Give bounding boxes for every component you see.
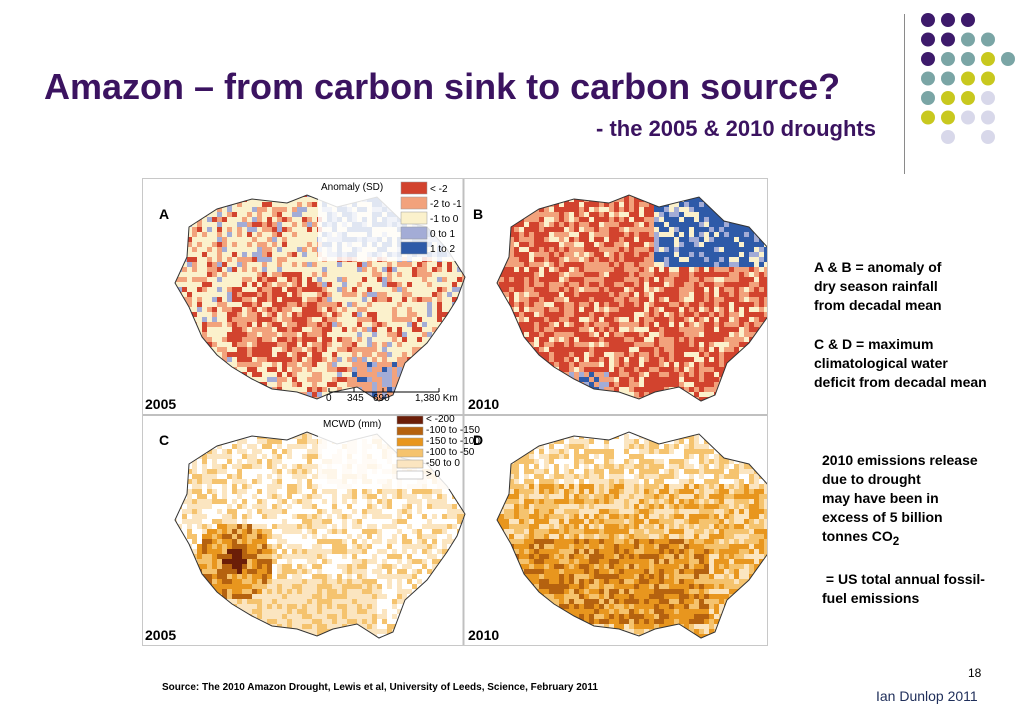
scale-tick-0: 0 — [326, 393, 332, 404]
author-credit: Ian Dunlop 2011 — [876, 688, 978, 704]
mcwd-swatch — [396, 448, 424, 458]
note-cd-line-2: climatological water — [814, 355, 948, 371]
note-cd-line-3: deficit from decadal mean — [814, 374, 987, 390]
page-number: 18 — [968, 666, 982, 680]
anomaly-swatch — [400, 241, 428, 255]
decor-dot — [921, 32, 935, 47]
note-eq-line-1: = US total annual fossil- — [822, 570, 985, 587]
mcwd-label: < -200 — [426, 414, 455, 425]
decor-dot — [961, 13, 975, 27]
mcwd-swatch — [396, 437, 424, 447]
source-citation: Source: The 2010 Amazon Drought, Lewis e… — [162, 682, 598, 693]
decor-dot — [921, 110, 935, 125]
anomaly-legend-title: Anomaly (SD) — [321, 182, 383, 193]
anomaly-swatch — [400, 196, 428, 210]
panel-a-letter: A — [159, 206, 169, 222]
scale-tick-345: 345 — [347, 393, 364, 404]
note-em-line-4: excess of 5 billion — [822, 509, 943, 525]
decor-dot — [981, 32, 995, 47]
panel-c-year: 2005 — [145, 627, 176, 643]
notes-rainfall-and-water-deficit: A & B = anomaly of dry season rainfall f… — [814, 258, 1020, 392]
decor-dot — [921, 71, 935, 86]
mcwd-label: -50 to 0 — [426, 458, 460, 469]
decor-dot — [941, 13, 955, 27]
mcwd-swatch — [396, 470, 424, 480]
note-ab-line-2: dry season rainfall — [814, 278, 938, 294]
panel-d-year: 2010 — [468, 627, 499, 643]
note-ab-line-1: A & B = anomaly of — [814, 259, 942, 275]
panel-a-year: 2005 — [145, 396, 176, 412]
decor-dot — [981, 52, 995, 66]
anomaly-legend: Anomaly (SD) < -2 -2 to -1 -1 to 0 0 to 1 1 … — [318, 181, 462, 261]
note-em-line-2: due to drought — [822, 471, 921, 487]
mcwd-swatch — [396, 459, 424, 469]
decor-dot — [941, 32, 955, 47]
anomaly-label: -2 to -1 — [430, 199, 462, 210]
anomaly-label: < -2 — [430, 184, 448, 195]
decorative-dot-grid — [921, 13, 1015, 144]
decor-dot — [941, 71, 955, 86]
mcwd-label: -100 to -50 — [426, 447, 475, 458]
title-divider-line — [904, 14, 905, 174]
note-cd-line-1: C & D = maximum — [814, 336, 934, 352]
decor-dot — [981, 130, 995, 144]
slide-subtitle: - the 2005 & 2010 droughts — [596, 116, 876, 141]
anomaly-label: 1 to 2 — [430, 244, 455, 255]
note-em-tonnes: tonnes CO — [822, 528, 893, 544]
decor-dot — [941, 52, 955, 66]
panel-d-letter: D — [473, 432, 483, 448]
decor-dot — [981, 71, 995, 86]
decor-dot — [921, 13, 935, 27]
panel-b-letter: B — [473, 206, 483, 222]
panel-b-year: 2010 — [468, 396, 499, 412]
decor-dot — [1001, 52, 1015, 66]
note-em-co2-subscript: 2 — [892, 534, 900, 548]
scale-end-label: 1,380 Km — [415, 393, 458, 404]
anomaly-swatch — [400, 226, 428, 240]
decor-dot — [961, 71, 975, 86]
note-em-line-3: may have been in — [822, 490, 939, 506]
note-eq-line-2: fuel emissions — [822, 589, 920, 606]
decor-dot — [921, 91, 935, 105]
decor-dot — [961, 32, 975, 47]
decor-dot — [961, 91, 975, 105]
decor-dot — [921, 52, 935, 66]
slide-title: Amazon – from carbon sink to carbon sour… — [44, 66, 841, 107]
decor-dot — [981, 91, 995, 105]
note-ab-line-3: from decadal mean — [814, 297, 942, 313]
anomaly-label: 0 to 1 — [430, 229, 455, 240]
notes-emissions: 2010 emissions release due to drought ma… — [822, 451, 1022, 608]
mcwd-legend: MCWD (mm) < -200-100 to -150-150 to -100… — [318, 414, 480, 489]
decor-dot — [941, 110, 955, 125]
note-em-line-1: 2010 emissions release — [822, 452, 978, 468]
mcwd-label: > 0 — [426, 469, 441, 480]
note-em-line-5: tonnes CO2 — [822, 527, 1022, 551]
mcwd-swatch — [396, 426, 424, 436]
mcwd-label: -100 to -150 — [426, 425, 480, 436]
decor-dot — [961, 52, 975, 66]
decor-dot — [941, 130, 955, 144]
drought-map-figure: A B C D 2005 2010 2005 2010 Anomaly (SD)… — [142, 178, 768, 646]
scale-bar: 0 345 690 1,380 Km — [326, 388, 458, 404]
anomaly-swatch — [400, 211, 428, 225]
decor-dot — [941, 91, 955, 105]
scale-tick-690: 690 — [373, 393, 390, 404]
anomaly-label: -1 to 0 — [430, 214, 459, 225]
mcwd-label: -150 to -100 — [426, 436, 480, 447]
decor-dot — [981, 110, 995, 125]
anomaly-swatch — [400, 181, 428, 195]
decor-dot — [961, 110, 975, 125]
mcwd-legend-title: MCWD (mm) — [323, 419, 381, 430]
panel-c-letter: C — [159, 432, 169, 448]
mcwd-swatch — [396, 415, 424, 425]
